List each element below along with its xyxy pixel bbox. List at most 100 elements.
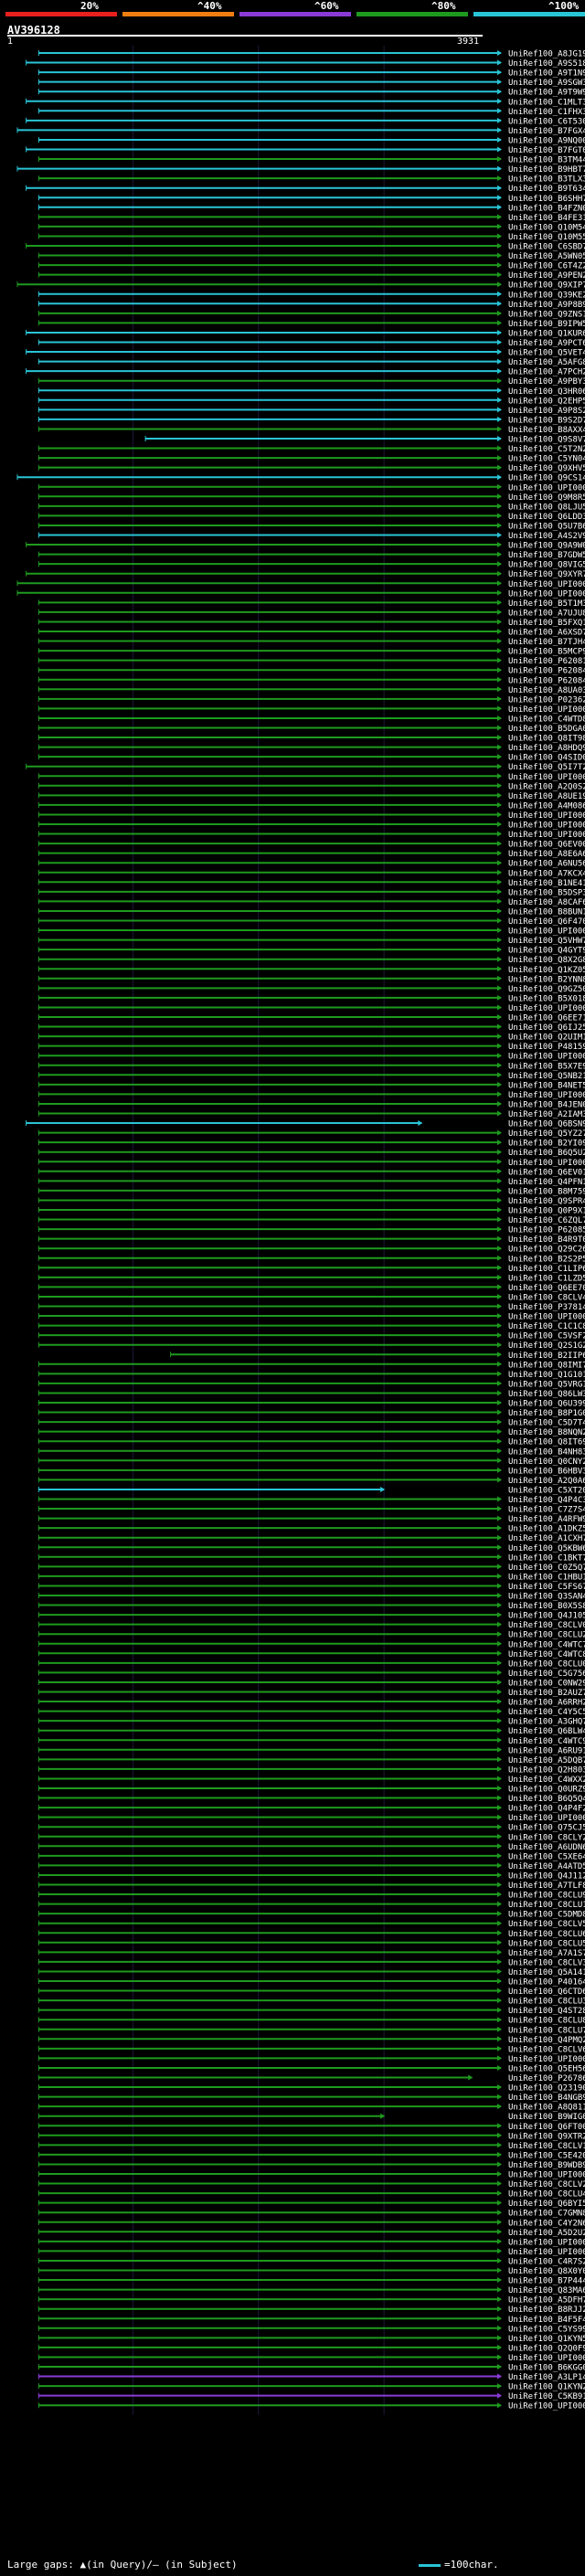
- hit-label: UniRef100_Q6U399: [508, 1400, 585, 1409]
- hit-label: UniRef100_Q6BLW4: [508, 1727, 585, 1736]
- hit-label: UniRef100_B9S2D7: [508, 416, 585, 425]
- hit-end-arrow: [497, 1727, 502, 1733]
- hit-label: UniRef100_A3LP14: [508, 2373, 585, 2382]
- hit-label: UniRef100_B8AXX4: [508, 426, 585, 435]
- hit-label: UniRef100_A5D2U2: [508, 2229, 585, 2238]
- hit-end-arrow: [497, 339, 502, 345]
- hit-label: UniRef100_Q1KZ05: [508, 966, 585, 975]
- hit-label: UniRef100_A8HDQ9: [508, 744, 585, 753]
- hit-label: UniRef100_A8JG19: [508, 50, 585, 59]
- hit-end-arrow: [497, 879, 502, 885]
- hit-label: UniRef100_C5VSF2: [508, 1332, 585, 1341]
- hit-label: UniRef100_B5T1M3: [508, 599, 585, 609]
- hit-label: UniRef100_A3GHQ7: [508, 1718, 585, 1727]
- query-axis: [7, 35, 483, 37]
- hit-label: UniRef100_Q39KE2: [508, 291, 585, 300]
- hit-label: UniRef100_B2IIP6: [508, 1352, 585, 1361]
- hit-label: UniRef100_A9T9W9: [508, 89, 585, 98]
- hit-end-arrow: [497, 320, 502, 326]
- hit-end-arrow: [497, 2335, 502, 2341]
- hit-label: UniRef100_B5MCP9: [508, 648, 585, 657]
- hit-label: UniRef100_Q6EV00: [508, 841, 585, 850]
- hit-end-arrow: [497, 1043, 502, 1049]
- hit-label: UniRef100_B4NET5: [508, 1081, 585, 1090]
- hit-end-arrow: [497, 2180, 502, 2187]
- hit-label: UniRef100_Q8X2G8: [508, 956, 585, 965]
- hit-label: UniRef100_C8CLY2: [508, 1833, 585, 1842]
- hit-end-arrow: [497, 117, 502, 123]
- hit-label: UniRef100_B2AUZ7: [508, 1689, 585, 1698]
- hit-end-arrow: [497, 676, 502, 683]
- hit-label: UniRef100_C6T530: [508, 117, 585, 126]
- hit-label: UniRef100_Q4J105: [508, 1612, 585, 1621]
- hit-label: UniRef100_UPI000...: [508, 589, 585, 599]
- hit-label: UniRef100_C8CLV5: [508, 1920, 585, 1929]
- hit-label: UniRef100_C7Z7S4: [508, 1506, 585, 1515]
- hit-end-arrow: [497, 146, 502, 153]
- hit-end-arrow: [497, 629, 502, 634]
- hit-label: UniRef100_Q5A141: [508, 1968, 585, 1977]
- hit-label: UniRef100_P48159: [508, 1043, 585, 1052]
- hit-label: UniRef100_Q8IT98: [508, 735, 585, 744]
- hit-label: UniRef100_A5DQB7: [508, 1756, 585, 1765]
- hit-end-arrow: [497, 1958, 502, 1965]
- hit-label: UniRef100_A9P8S2: [508, 407, 585, 416]
- hit-end-arrow: [497, 2064, 502, 2071]
- hit-end-arrow: [497, 1053, 502, 1059]
- hit-end-arrow: [497, 1091, 502, 1097]
- hit-end-arrow: [497, 474, 502, 481]
- hit-end-arrow: [497, 1871, 502, 1878]
- hit-label: UniRef100_UPI000...: [508, 773, 585, 782]
- hit-label: UniRef100_B5FXQ1: [508, 619, 585, 628]
- hit-end-arrow: [497, 2277, 502, 2284]
- hit-end-arrow: [497, 1284, 502, 1290]
- hit-label: UniRef100_C8CLV3: [508, 1958, 585, 1967]
- hit-label: UniRef100_P37814: [508, 1303, 585, 1312]
- hit-label: UniRef100_B3TM44: [508, 156, 585, 165]
- hit-label: UniRef100_Q2UIM1: [508, 1034, 585, 1043]
- hit-label: UniRef100_P62084: [508, 676, 585, 685]
- legend-segment: [473, 12, 585, 16]
- hit-end-arrow: [497, 1534, 502, 1541]
- hit-end-arrow: [497, 1515, 502, 1521]
- hit-label: UniRef100_A9T1N9: [508, 69, 585, 79]
- hit-label: UniRef100_B9WDB9: [508, 2161, 585, 2170]
- hit-end-arrow: [497, 1352, 502, 1358]
- hit-end-arrow: [497, 1400, 502, 1405]
- hit-label: UniRef100_Q6IJ25: [508, 1023, 585, 1033]
- legend-label: ^60%: [314, 0, 339, 12]
- hit-label: UniRef100_C5KB91: [508, 2392, 585, 2401]
- hit-label: UniRef100_C6T4Z2: [508, 262, 585, 271]
- hit-end-arrow: [497, 493, 502, 500]
- hit-end-arrow: [497, 1901, 502, 1907]
- hit-label: UniRef100_B9T634: [508, 185, 585, 194]
- hit-label: UniRef100_A8E6A6: [508, 850, 585, 859]
- hit-end-arrow: [497, 69, 502, 76]
- hit-label: UniRef100_Q2S1G2: [508, 1341, 585, 1351]
- hit-end-arrow: [497, 1553, 502, 1560]
- hit-label: UniRef100_C5XT20: [508, 1486, 585, 1495]
- hit-end-arrow: [497, 175, 502, 182]
- hit-label: UniRef100_P62084: [508, 667, 585, 676]
- hit-label: UniRef100_Q6F470: [508, 917, 585, 927]
- hit-label: UniRef100_Q5I7T2: [508, 763, 585, 772]
- hit-label: UniRef100_Q9GZ50: [508, 985, 585, 994]
- hit-label: UniRef100_Q5U7B6: [508, 522, 585, 531]
- hit-label: UniRef100_Q5YZ27: [508, 1129, 585, 1139]
- hit-label: UniRef100_C1LZD5: [508, 1274, 585, 1283]
- hit-end-arrow: [497, 1892, 502, 1898]
- hit-end-arrow: [497, 1226, 502, 1233]
- hit-label: UniRef100_A5WN05: [508, 252, 585, 261]
- hit-end-arrow: [497, 985, 502, 991]
- hit-label: UniRef100_C8CLU2: [508, 1631, 585, 1640]
- gap-legend-note: Large gaps: ▲(in Query)/— (in Subject): [7, 2559, 238, 2571]
- hit-end-arrow: [497, 1824, 502, 1830]
- hit-label: UniRef100_B5DGA0: [508, 725, 585, 734]
- hit-end-arrow: [497, 1341, 502, 1348]
- hit-end-arrow: [497, 850, 502, 856]
- hit-end-arrow: [497, 1737, 502, 1744]
- hit-end-arrow: [497, 329, 502, 335]
- legend-segment: [122, 12, 234, 16]
- hit-end-arrow: [497, 464, 502, 471]
- hit-label: UniRef100_UPI000...: [508, 580, 585, 589]
